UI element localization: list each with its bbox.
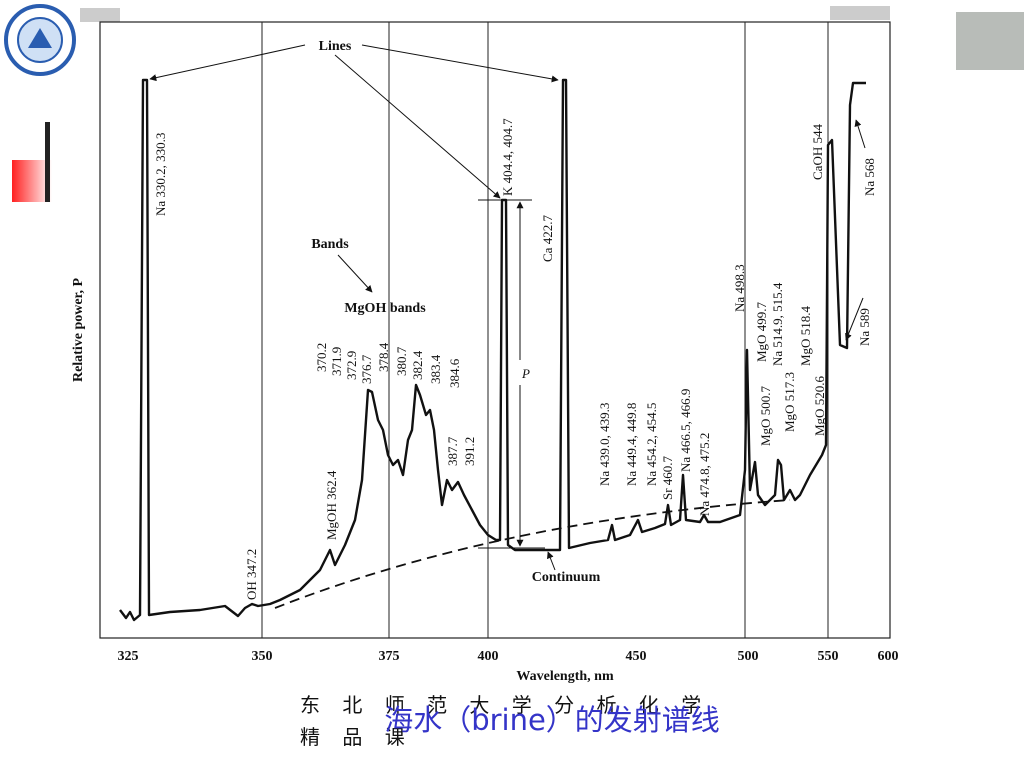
peak-label: MgOH 362.4 (324, 470, 339, 540)
peak-label: 370.2 (314, 343, 329, 372)
course-name: 精 品 课 (300, 725, 413, 749)
slide-title: 海水（brine）的发射谱线 (384, 703, 720, 737)
annotation: Continuum (532, 570, 601, 585)
peak-label: 391.2 (462, 437, 477, 466)
x-axis-label: Wavelength, nm (516, 669, 614, 684)
peak-label: Ca 422.7 (540, 215, 555, 262)
annotation: P (521, 366, 530, 381)
peak-label: MgO 499.7 (754, 302, 769, 362)
peak-label: Na 498.3 (732, 264, 747, 312)
x-tick-label: 350 (252, 649, 273, 664)
peak-label: 387.7 (445, 436, 460, 466)
peak-label: K 404.4, 404.7 (500, 118, 515, 196)
x-tick-label: 325 (118, 649, 139, 664)
x-tick-label: 500 (738, 649, 759, 664)
peak-label: 384.6 (447, 358, 462, 388)
peak-label: MgO 500.7 (758, 386, 773, 446)
figure-frame (99, 21, 891, 639)
school-name: 东 北 师 范 大 学 分 析 化 学 (300, 693, 709, 717)
x-tick-label: 450 (626, 649, 647, 664)
arrows (149, 44, 866, 571)
peak-label: Na 330.2, 330.3 (153, 133, 168, 216)
peak-label: MgO 520.6 (812, 376, 827, 436)
peak-label: 380.7 (394, 346, 409, 376)
peak-label: Na 449.4, 449.8 (624, 403, 639, 486)
peak-label: 376.7 (359, 354, 374, 384)
peak-label: Na 439.0, 439.3 (597, 403, 612, 486)
peak-label: MgO 518.4 (798, 306, 813, 366)
peak-label: Na 589 (857, 308, 872, 346)
peak-label: OH 347.2 (244, 549, 259, 600)
peak-label: Na 466.5, 466.9 (678, 389, 693, 472)
campus-photo (956, 12, 1024, 70)
peak-label: Na 474.8, 475.2 (697, 433, 712, 516)
annotation: Lines (319, 39, 352, 54)
spectrum-curve (119, 78, 866, 622)
side-bar (45, 122, 50, 202)
continuum-line (274, 499, 791, 609)
x-tick-label: 600 (878, 649, 899, 664)
peak-label: 383.4 (428, 354, 443, 384)
header-decoration (80, 8, 120, 22)
x-tick-label: 550 (818, 649, 839, 664)
peak-label: 371.9 (329, 347, 344, 376)
x-tick-label: 400 (478, 649, 499, 664)
peak-label: 382.4 (410, 350, 425, 380)
y-axis-label: Relative power, P (71, 278, 86, 383)
peak-label: MgO 517.3 (782, 372, 797, 432)
x-tick-label: 375 (379, 649, 400, 664)
peak-label: Na 568 (862, 158, 877, 196)
peak-label: 378.4 (376, 342, 391, 372)
peak-label: Na 454.2, 454.5 (644, 403, 659, 486)
peak-label: CaOH 544 (810, 124, 825, 180)
peak-label: Sr 460.7 (660, 455, 675, 500)
peak-label: Na 514.9, 515.4 (770, 282, 785, 366)
annotation: MgOH bands (344, 301, 426, 316)
peak-label: 372.9 (344, 351, 359, 380)
annotation: Bands (311, 237, 349, 252)
header-decoration (830, 6, 890, 20)
logo (4, 4, 76, 76)
